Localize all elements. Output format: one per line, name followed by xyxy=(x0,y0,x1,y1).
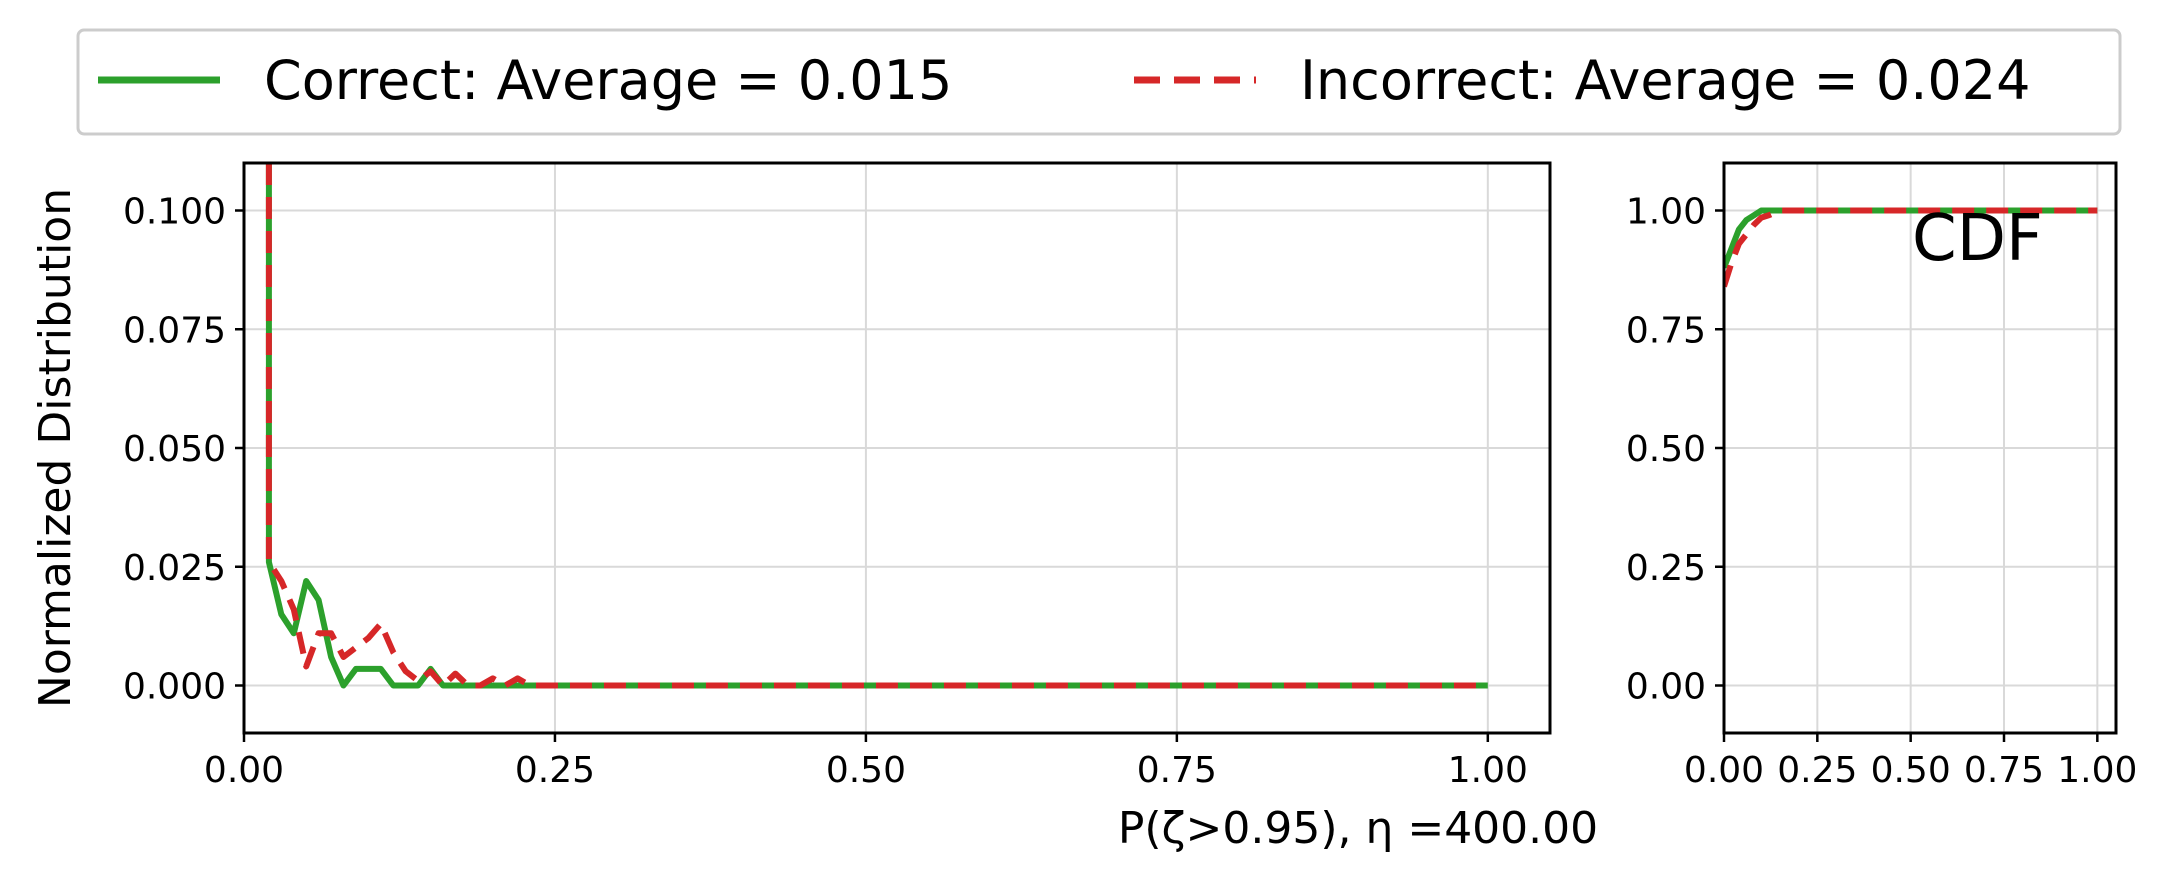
x-axis-label: P(ζ>0.95), η =400.00 xyxy=(1118,803,1598,854)
main-y-ticks: 0.000 0.025 0.050 0.075 0.100 xyxy=(123,192,244,708)
main-gridlines xyxy=(243,163,1550,733)
legend-frame xyxy=(76,28,2122,136)
x-tick-label: 0.00 xyxy=(204,750,284,791)
y-tick-label: 0.50 xyxy=(1626,429,1706,470)
main-series-lines xyxy=(265,163,1488,689)
y-tick-label: 0.025 xyxy=(123,548,226,589)
cdf-x-ticks: 0.00 0.25 0.50 0.75 1.00 xyxy=(1684,733,2137,791)
cdf-series-lines xyxy=(1724,207,2098,288)
series-line-incorrect xyxy=(265,163,1488,689)
legend: Correct: Average = 0.015 Incorrect: Aver… xyxy=(76,28,2122,136)
x-tick-label: 0.00 xyxy=(1684,750,1764,791)
legend-label-incorrect: Incorrect: Average = 0.024 xyxy=(1300,49,2031,112)
cdf-panel: 0.00 0.25 0.50 0.75 1.00 0.00 0.25 0.50 0.75 1.0… xyxy=(1626,161,2137,791)
x-tick-label: 0.25 xyxy=(1777,750,1857,791)
y-tick-label: 0.000 xyxy=(123,667,226,708)
series-line-incorrect xyxy=(1724,207,2098,288)
y-tick-label: 0.25 xyxy=(1626,548,1706,589)
series-line-correct xyxy=(265,163,1488,689)
y-tick-label: 0.050 xyxy=(123,429,226,470)
x-tick-label: 1.00 xyxy=(1448,750,1528,791)
y-tick-label: 0.075 xyxy=(123,310,226,351)
main-x-ticks: 0.00 0.25 0.50 0.75 1.00 xyxy=(204,733,1528,791)
x-tick-label: 0.75 xyxy=(1964,750,2044,791)
y-axis-label: Normalized Distribution xyxy=(30,188,81,708)
legend-label-correct: Correct: Average = 0.015 xyxy=(264,49,952,112)
y-tick-label: 0.75 xyxy=(1626,310,1706,351)
cdf-annotation: CDF xyxy=(1912,202,2043,276)
distribution-panel: 0.00 0.25 0.50 0.75 1.00 0.000 0.025 0.050 0.07… xyxy=(30,161,1598,854)
y-tick-label: 0.00 xyxy=(1626,667,1706,708)
cdf-y-ticks: 0.00 0.25 0.50 0.75 1.00 xyxy=(1626,192,1724,708)
x-tick-label: 0.50 xyxy=(826,750,906,791)
x-tick-label: 0.50 xyxy=(1871,750,1951,791)
y-tick-label: 1.00 xyxy=(1626,192,1706,233)
x-tick-label: 0.75 xyxy=(1137,750,1217,791)
y-tick-label: 0.100 xyxy=(123,192,226,233)
x-tick-label: 0.25 xyxy=(515,750,595,791)
x-tick-label: 1.00 xyxy=(2057,750,2137,791)
